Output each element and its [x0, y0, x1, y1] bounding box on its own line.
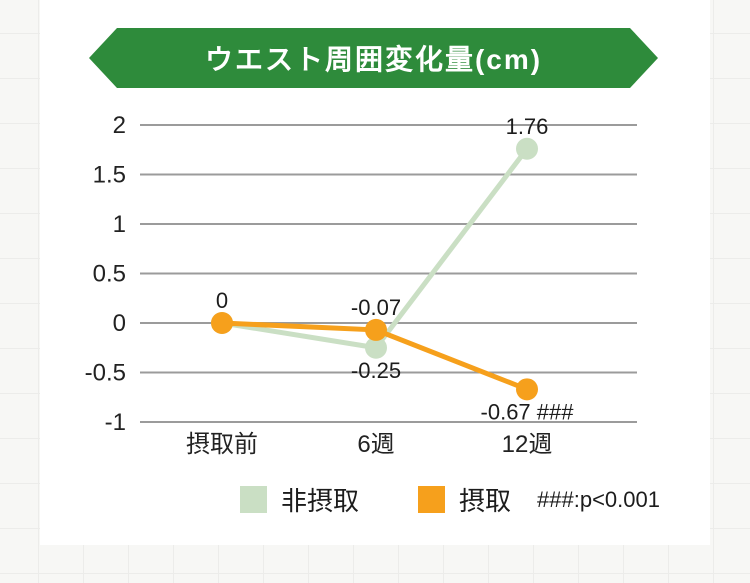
legend-label-non-intake: 非摂取: [281, 486, 360, 516]
chart-title: ウエスト周囲変化量(cm): [204, 44, 543, 75]
value-label-intake: -0.07: [351, 295, 401, 320]
legend-swatch-non-intake: [240, 486, 267, 513]
line-chart: 2 1.5 1 0.5 0 -0.5 -1 摂取前 6週 12週 -0.25 1.76 0 -0.07 -0…: [85, 112, 637, 458]
y-tick-label: 1.5: [93, 162, 126, 189]
x-tick-label: 12週: [502, 431, 553, 458]
x-tick-label: 摂取前: [186, 431, 258, 458]
legend-item-intake: 摂取: [418, 481, 511, 518]
chart-legend: 非摂取 摂取 ###:p<0.001: [240, 481, 660, 518]
legend-item-non-intake: 非摂取: [240, 481, 359, 518]
y-tick-label: -0.5: [85, 360, 126, 387]
y-tick-label: 0.5: [93, 261, 126, 288]
data-point-intake: [516, 378, 538, 401]
data-point-intake: [211, 312, 233, 334]
value-label-non-intake: -0.25: [351, 358, 401, 383]
value-label-intake: -0.67 ###: [481, 399, 575, 424]
significance-note: ###:p<0.001: [537, 486, 660, 512]
data-point-non-intake: [516, 137, 538, 160]
chart-card: ウエスト周囲変化量(cm) 2 1.5 1 0.5 0 -0.5 -1 摂取前 6週 12週 -0.…: [40, 0, 710, 545]
legend-swatch-intake: [418, 486, 446, 513]
value-label-intake: 0: [216, 288, 228, 313]
y-tick-label: 0: [113, 310, 126, 337]
legend-label-intake: 摂取: [459, 486, 512, 516]
y-tick-label: 1: [113, 211, 126, 238]
x-tick-label: 6週: [357, 431, 394, 458]
data-point-non-intake: [365, 336, 387, 359]
y-tick-label: 2: [113, 112, 126, 139]
y-tick-label: -1: [105, 409, 126, 436]
title-banner: ウエスト周囲変化量(cm): [89, 28, 658, 88]
value-label-non-intake: 1.76: [506, 114, 549, 139]
data-point-intake: [365, 318, 387, 341]
